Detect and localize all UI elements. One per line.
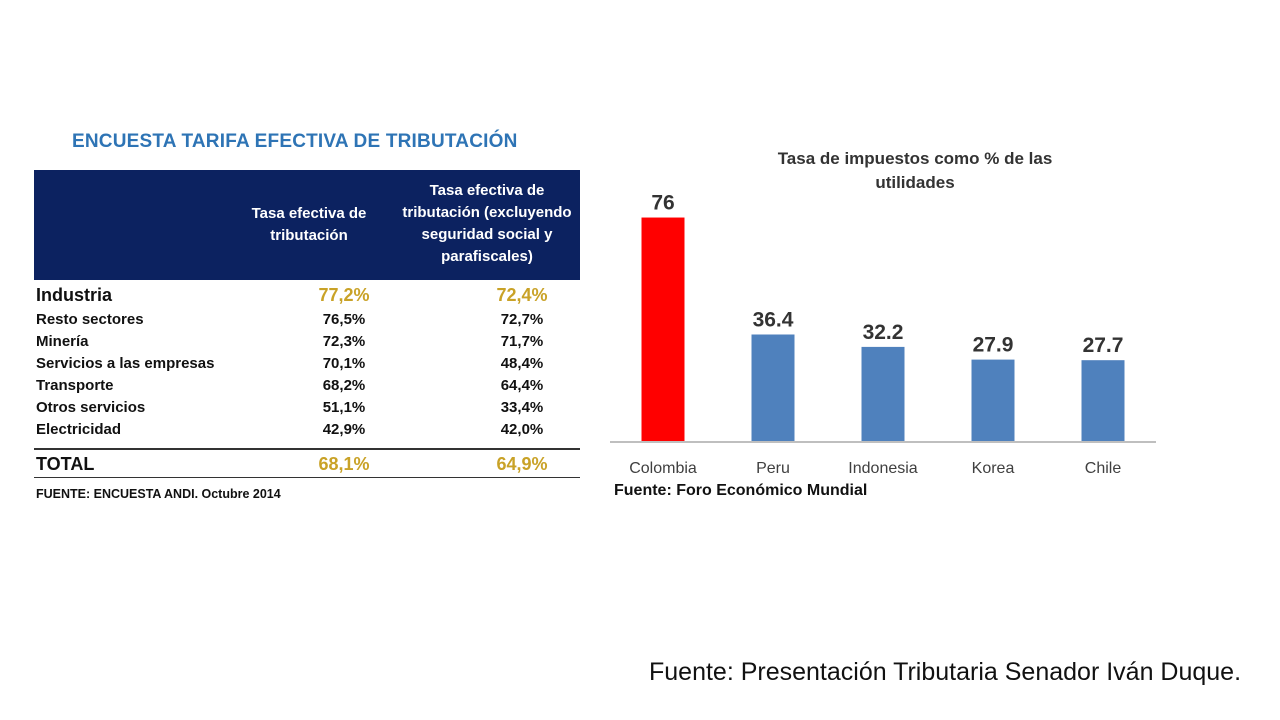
table-row: Transporte 68,2% 64,4% bbox=[34, 377, 580, 399]
presentation-source: Fuente: Presentación Tributaria Senador … bbox=[649, 658, 1242, 686]
table-bottom-border bbox=[34, 477, 580, 478]
table-source: FUENTE: ENCUESTA ANDI. Octubre 2014 bbox=[36, 487, 281, 501]
row-value-2: 48,4% bbox=[500, 355, 544, 372]
table-row: Electricidad 42,9% 42,0% bbox=[34, 421, 580, 443]
row-value-1: 70,1% bbox=[322, 355, 366, 372]
table-divider bbox=[34, 448, 580, 450]
row-value-2: 72,7% bbox=[500, 311, 544, 328]
total-label: TOTAL bbox=[36, 454, 95, 474]
table-title: ENCUESTA TARIFA EFECTIVA DE TRIBUTACIÓN bbox=[72, 131, 518, 152]
category-label: Peru bbox=[756, 460, 790, 477]
bar-colombia bbox=[641, 217, 685, 442]
category-label: Colombia bbox=[629, 460, 697, 477]
category-labels: Colombia Peru Indonesia Korea Chile bbox=[629, 460, 1121, 477]
row-value-2: 64,4% bbox=[500, 377, 544, 394]
header-col1: Tasa efectiva de tributación bbox=[251, 205, 367, 244]
table-row: Servicios a las empresas 70,1% 48,4% bbox=[34, 355, 580, 377]
value-label: 27.9 bbox=[973, 334, 1014, 357]
row-value-1: 51,1% bbox=[322, 399, 366, 416]
row-value-2: 71,7% bbox=[500, 333, 544, 350]
row-value-1: 72,3% bbox=[322, 333, 366, 350]
table-row: Otros servicios 51,1% 33,4% bbox=[34, 399, 580, 421]
bar-peru bbox=[751, 334, 795, 442]
row-label: Servicios a las empresas bbox=[36, 355, 215, 372]
bar-indonesia bbox=[861, 346, 905, 442]
bar-chile bbox=[1081, 360, 1125, 442]
row-value-1: 77,2% bbox=[318, 285, 370, 305]
category-label: Korea bbox=[972, 460, 1015, 477]
table-total-row: TOTAL 68,1% 64,9% bbox=[34, 454, 580, 476]
row-label: Resto sectores bbox=[36, 311, 144, 328]
row-value-2: 33,4% bbox=[500, 399, 544, 416]
row-value-2: 72,4% bbox=[496, 285, 548, 305]
value-label: 76 bbox=[651, 192, 674, 215]
table-header: Tasa efectiva de tributación Tasa efecti… bbox=[34, 170, 580, 280]
value-label: 36.4 bbox=[753, 308, 794, 331]
row-value-2: 42,0% bbox=[500, 421, 544, 438]
row-label: Electricidad bbox=[36, 421, 122, 438]
table-row: Minería 72,3% 71,7% bbox=[34, 333, 580, 355]
value-labels: 76 36.4 32.2 27.9 27.7 bbox=[651, 192, 1123, 358]
row-label: Transporte bbox=[36, 377, 114, 394]
header-col2: Tasa efectiva de tributación (excluyendo… bbox=[402, 182, 572, 265]
table-row: Industria 77,2% 72,4% bbox=[34, 285, 580, 307]
table-row: Resto sectores 76,5% 72,7% bbox=[34, 311, 580, 333]
category-label: Chile bbox=[1085, 460, 1122, 477]
chart-title: Tasa de impuestos como % de las utilidade… bbox=[778, 149, 1053, 192]
row-value-1: 76,5% bbox=[322, 311, 366, 328]
row-value-1: 68,2% bbox=[322, 377, 366, 394]
total-value-2: 64,9% bbox=[496, 454, 548, 474]
value-label: 27.7 bbox=[1083, 334, 1124, 357]
row-label: Industria bbox=[36, 285, 113, 305]
category-label: Indonesia bbox=[848, 460, 917, 477]
total-value-1: 68,1% bbox=[318, 454, 370, 474]
chart-title-line: Tasa de impuestos como % de las bbox=[778, 149, 1053, 168]
chart-title-line: utilidades bbox=[875, 173, 954, 192]
bar-chart: Tasa de impuestos como % de las utilidade… bbox=[610, 149, 1156, 477]
row-label: Otros servicios bbox=[36, 399, 146, 416]
bar-korea bbox=[971, 359, 1015, 442]
row-value-1: 42,9% bbox=[322, 421, 366, 438]
chart-source: Fuente: Foro Económico Mundial bbox=[614, 482, 868, 499]
chart-bars bbox=[641, 217, 1125, 442]
value-label: 32.2 bbox=[863, 321, 904, 344]
row-label: Minería bbox=[36, 333, 89, 350]
